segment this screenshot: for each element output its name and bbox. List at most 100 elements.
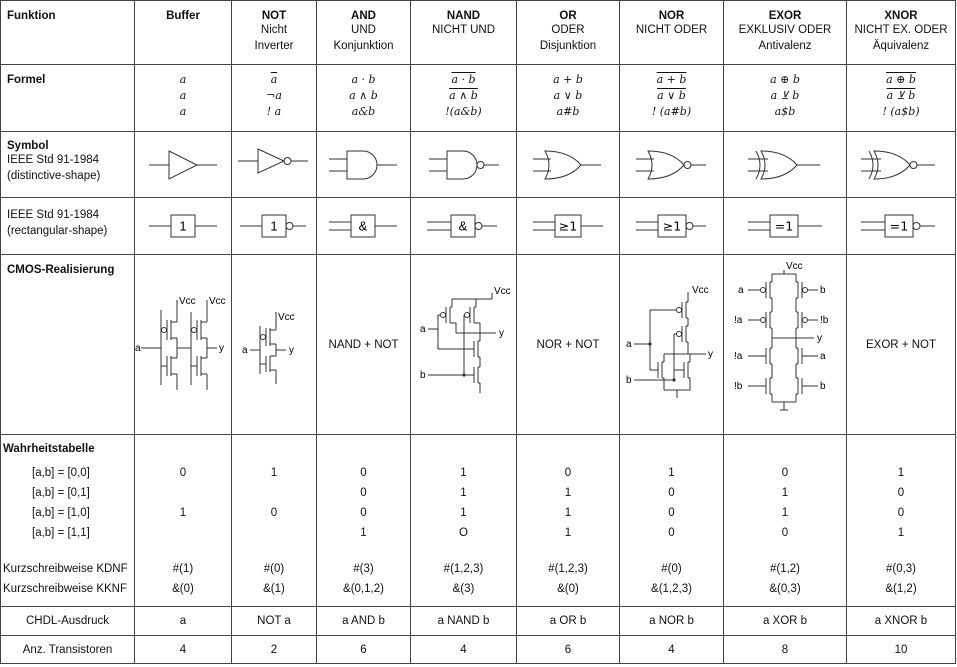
truth-value [136,523,231,543]
truth-value: 0 [360,487,367,499]
output-y-label: y [817,333,822,344]
formula-line: a$b [774,105,796,118]
cmos-and-text: NAND + NOT [328,338,399,351]
nand-rect-symbol: & [427,214,497,238]
input-not-b-label: !b [734,381,743,392]
truth-value: 1 [781,507,789,519]
transistor-row: Anz. Transistoren 4 2 6 4 6 4 8 10 [0,635,956,664]
nor-cmos-circuit: Vcc a b y [626,285,713,398]
input-a-label: a [738,285,744,296]
formula-or: a + b a ∨ b a#b [516,64,620,132]
truth-buffer: 0 1 #(1) &(0) [134,434,232,607]
output-y-label: y [219,343,224,354]
formula-xnor: a ⊕ b a ⊻ b ! (a$b) [846,64,956,132]
exor-rect-symbol: =1 [748,214,822,238]
vcc-label: Vcc [179,296,196,307]
truth-value: 1 [460,507,467,519]
gate-sub1: Nicht [260,24,288,36]
and-rect-symbol: & [329,214,397,238]
kknf-value: &(0) [557,583,579,595]
kdnf-value: #(1,2,3) [443,563,484,575]
truth-value: 1 [668,467,675,479]
symbol-title: Symbol [7,140,49,152]
gate-sub1: ODER [551,24,585,36]
formula-line: a [179,105,187,118]
rect-and: & [316,197,411,255]
symbol-style: (distinctive-shape) [7,170,101,182]
rect-box-label: & [459,219,468,234]
gate-sub2: Disjunktion [539,40,597,52]
chdl-value: a AND b [316,606,411,636]
gate-name: NOT [261,10,287,22]
nor-gate-symbol [636,149,706,180]
symbol-rect-row: IEEE Std 91-1984 (rectangular-shape) 1 1… [0,197,956,255]
gate-name: NAND [446,10,481,22]
vcc-label: Vcc [692,285,709,296]
transistor-count: 8 [723,635,847,664]
formula-line: a ∨ b [553,89,583,102]
rect-style: (rectangular-shape) [7,225,108,237]
transistor-label-cell: Anz. Transistoren [0,635,135,664]
formula-line: a [270,73,278,86]
not-rect-symbol: 1 [240,214,306,238]
kknf-label: Kurzschreibweise KKNF [3,583,127,595]
nand-gate-symbol [429,150,499,179]
gate-name: OR [559,10,577,22]
kknf-value: &(1,2) [885,583,917,595]
cmos-exor: Vcc a b !a !b y !a a !b b [723,254,847,435]
kdnf-value: #(0) [661,563,682,575]
gate-sub2: Äquivalenz [872,40,930,52]
header-xnor: XNOR NICHT EX. ODER Äquivalenz [846,0,956,65]
truth-value [136,483,231,503]
formula-line: ! (a$b) [882,105,920,118]
symbol-nand [410,131,517,198]
kknf-value: &(0,1,2) [343,583,384,595]
formula-label-cell: Formel [0,64,135,132]
formula-line: a ⊻ b [770,89,800,102]
rect-box-label: =1 [775,219,793,234]
symbol-exor [723,131,847,198]
truth-nand: 1 1 1 O #(1,2,3) &(3) [410,434,517,607]
transistor-count: 4 [134,635,232,664]
formula-line: ! a [266,105,282,118]
formula-line: a ∨ b [657,89,686,102]
rect-nand: & [410,197,517,255]
rect-not: 1 [231,197,317,255]
formula-nor: a + b a ∨ b ! (a#b) [619,64,724,132]
output-y-label: y [289,345,294,356]
chdl-value: NOT a [231,606,317,636]
formula-line: a + b [656,73,687,86]
rect-std: IEEE Std 91-1984 [7,209,100,221]
vcc-label: Vcc [278,312,295,323]
input-b-label: b [820,381,826,392]
kdnf-value: #(0,3) [885,563,917,575]
formula-and: a · b a ∧ b a&b [316,64,411,132]
truth-value: 0 [179,467,187,479]
kdnf-value: #(0) [263,563,285,575]
and-gate-symbol [329,150,397,179]
chdl-value: a NAND b [410,606,517,636]
gate-name: NOR [658,10,685,22]
buffer-cmos-circuit: Vcc Vcc a y [136,296,226,390]
truth-value: 1 [460,467,467,479]
truth-row-label: [a,b] = [0,1] [32,487,90,499]
formula-line: a · b [451,73,476,86]
header-exor: EXOR EXKLUSIV ODER Antivalenz [723,0,847,65]
truth-value: 1 [564,527,572,539]
transistor-count: 6 [316,635,411,664]
formula-line: a + b [553,73,583,86]
nor-rect-symbol: ≥1 [636,214,706,238]
input-a-label: a [420,324,426,335]
truth-not: 1 0 #(0) &(1) [231,434,317,607]
gate-sub1: EXKLUSIV ODER [738,24,832,36]
rect-xnor: =1 [846,197,956,255]
truth-value: 1 [179,507,187,519]
chdl-label: CHDL-Ausdruck [25,615,110,627]
symbol-or [516,131,620,198]
rect-box-label: ≥1 [559,219,577,234]
rect-label-cell: IEEE Std 91-1984 (rectangular-shape) [0,197,135,255]
truth-xnor: 1 0 0 1 #(0,3) &(1,2) [846,434,956,607]
truth-row-label: [a,b] = [1,0] [32,507,90,519]
truth-value: 1 [270,467,278,479]
